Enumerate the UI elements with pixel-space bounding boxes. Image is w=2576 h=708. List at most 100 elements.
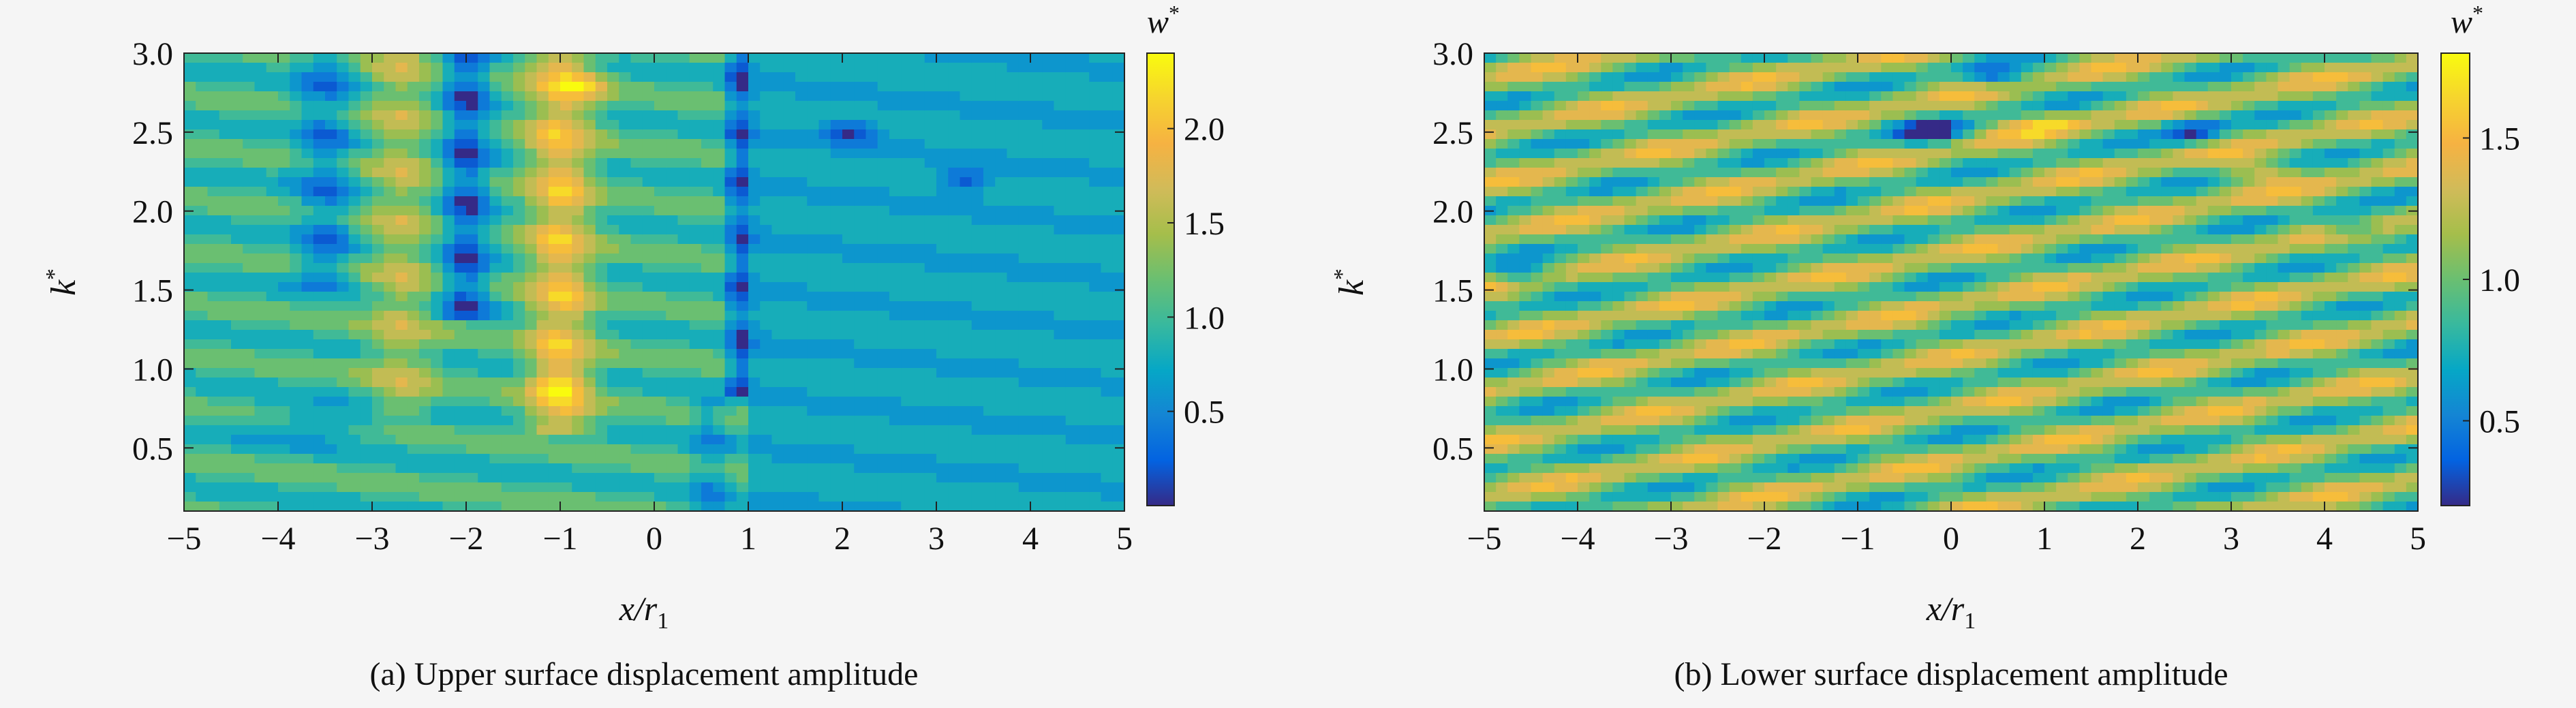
heatmap-cell (1507, 378, 1520, 388)
heatmap-cell (630, 129, 643, 140)
heatmap-cell (1706, 387, 1719, 397)
heatmap-cell (1484, 378, 1497, 388)
heatmap-cell (254, 425, 267, 435)
heatmap-cell (1671, 158, 1683, 168)
heatmap-cell (783, 120, 796, 130)
heatmap-cell (724, 368, 737, 378)
heatmap-cell (630, 244, 643, 254)
heatmap-cell (1683, 168, 1695, 178)
heatmap-cell (960, 244, 972, 254)
heatmap-cell (254, 225, 267, 235)
heatmap-cell (771, 101, 784, 111)
heatmap-cell (842, 253, 855, 264)
heatmap-cell (454, 129, 467, 140)
heatmap-cell (454, 311, 467, 321)
heatmap-cell (407, 63, 420, 73)
heatmap-cell (854, 330, 867, 340)
heatmap-cell (1042, 110, 1055, 121)
heatmap-cell (278, 149, 290, 159)
heatmap-cell (525, 253, 538, 264)
heatmap-cell (771, 253, 784, 264)
heatmap-cell (243, 358, 256, 369)
heatmap-cell (360, 301, 373, 311)
heatmap-cell (419, 502, 431, 512)
heatmap-cell (677, 311, 690, 321)
heatmap-cell (1018, 358, 1031, 369)
heatmap-cell (1542, 53, 1555, 63)
heatmap-cell (219, 120, 232, 130)
heatmap-cell (419, 263, 431, 273)
heatmap-cell (854, 129, 867, 140)
heatmap-cell (372, 292, 384, 302)
heatmap-cell (1601, 177, 1613, 187)
heatmap-cell (889, 149, 902, 159)
heatmap-cell (1636, 330, 1649, 340)
heatmap-cell (1101, 263, 1114, 273)
heatmap-cell (960, 387, 972, 397)
heatmap-cell (936, 320, 949, 330)
heatmap-cell (936, 187, 949, 197)
heatmap-cell (196, 349, 209, 359)
heatmap-cell (1729, 339, 1742, 350)
heatmap-cell (1065, 177, 1078, 187)
heatmap-cell (442, 139, 455, 149)
heatmap-cell (466, 349, 478, 359)
heatmap-cell (677, 91, 690, 102)
heatmap-cell (243, 320, 256, 330)
heatmap-cell (1030, 110, 1043, 121)
heatmap-cell (254, 63, 267, 73)
heatmap-cell (489, 72, 502, 82)
heatmap-cell (818, 502, 831, 512)
heatmap-cell (995, 158, 1008, 168)
heatmap-cell (395, 416, 408, 426)
heatmap-cell (501, 502, 514, 512)
heatmap-cell (595, 416, 608, 426)
heatmap-cell (889, 339, 902, 350)
heatmap-cell (219, 473, 232, 483)
heatmap-cell (842, 311, 855, 321)
heatmap-cell (1496, 358, 1508, 369)
heatmap-cell (395, 482, 408, 493)
heatmap-cell (1112, 187, 1125, 197)
heatmap-cell (619, 311, 632, 321)
heatmap-cell (466, 129, 478, 140)
heatmap-cell (666, 206, 679, 216)
heatmap-cell (560, 463, 572, 474)
heatmap-cell (1578, 444, 1590, 455)
heatmap-cell (595, 358, 608, 369)
heatmap-cell (1601, 273, 1613, 283)
heatmap-cell (243, 387, 256, 397)
heatmap-cell (184, 72, 196, 82)
heatmap-cell (219, 416, 232, 426)
heatmap-cell (254, 263, 267, 273)
heatmap-cell (431, 244, 444, 254)
heatmap-cell (713, 282, 726, 292)
heatmap-cell (337, 263, 350, 273)
heatmap-cell (560, 101, 572, 111)
heatmap-cell (1018, 444, 1031, 455)
heatmap-cell (830, 311, 843, 321)
heatmap-cell (807, 206, 820, 216)
heatmap-cell (1578, 120, 1590, 130)
heatmap-cell (795, 244, 808, 254)
heatmap-cell (290, 330, 303, 340)
heatmap-cell (1007, 454, 1019, 464)
heatmap-cell (783, 91, 796, 102)
heatmap-cell (877, 253, 890, 264)
heatmap-cell (1589, 53, 1601, 63)
heatmap-cell (1065, 492, 1078, 502)
heatmap-cell (795, 435, 808, 445)
heatmap-cell (395, 387, 408, 397)
heatmap-cell (889, 273, 902, 283)
heatmap-cell (865, 177, 878, 187)
heatmap-cell (995, 273, 1008, 283)
heatmap-cell (971, 454, 984, 464)
heatmap-cell (783, 225, 796, 235)
heatmap-cell (736, 330, 749, 340)
heatmap-cell (1507, 215, 1520, 226)
heatmap-cell (583, 416, 596, 426)
heatmap-cell (419, 320, 431, 330)
heatmap-cell (889, 206, 902, 216)
heatmap-cell (783, 177, 796, 187)
heatmap-cell (525, 397, 538, 407)
